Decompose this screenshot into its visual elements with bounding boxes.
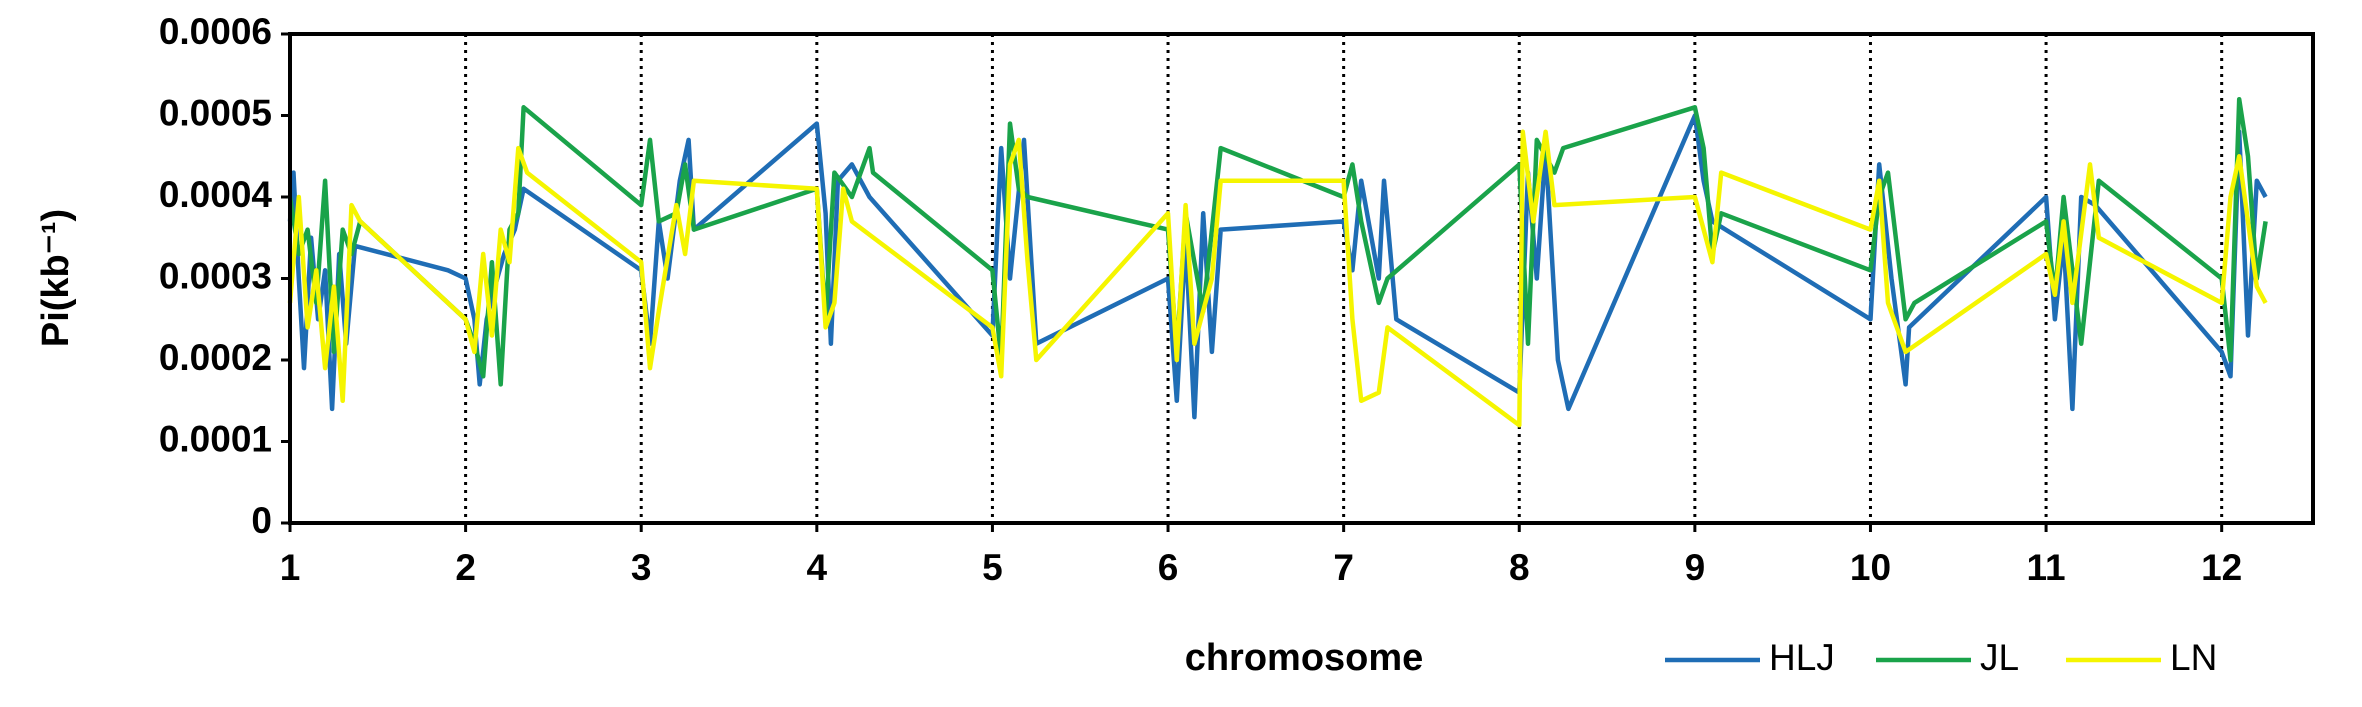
x-axis-title: chromosome: [1185, 637, 1424, 679]
y-tick-label: 0.0002: [159, 337, 272, 378]
y-axis-title: Pi(kb⁻¹): [35, 209, 77, 347]
y-tick-label: 0.0005: [159, 92, 272, 133]
y-tick-label: 0.0006: [159, 11, 272, 52]
series-line: [287, 113, 2268, 420]
series-line: [287, 96, 2268, 387]
legend-item: HLJ: [1665, 637, 1835, 678]
x-tick-label: 4: [807, 547, 828, 588]
x-tick-label: 5: [982, 547, 1003, 588]
plot-frame: [288, 32, 2315, 525]
x-tick-label: 8: [1509, 547, 1530, 588]
x-tick-label: 7: [1333, 547, 1354, 588]
y-tick-label: 0.0003: [159, 255, 272, 296]
legend-label: JL: [1980, 637, 2019, 678]
y-tick-label: 0.0004: [159, 174, 273, 215]
x-tick-label: 6: [1158, 547, 1179, 588]
x-tick-label: 3: [631, 547, 652, 588]
series-line: [287, 129, 2268, 428]
legend-item: LN: [2066, 637, 2217, 678]
x-tick-label: 9: [1685, 547, 1706, 588]
y-tick-label: 0: [251, 500, 272, 541]
x-tick-label: 12: [2201, 547, 2242, 588]
legend-label: HLJ: [1769, 637, 1835, 678]
legend-label: LN: [2170, 637, 2217, 678]
y-tick-label: 0.0001: [159, 418, 272, 459]
x-tick-label: 10: [1850, 547, 1891, 588]
legend-item: JL: [1876, 637, 2019, 678]
x-tick-label: 1: [280, 547, 301, 588]
x-tick-label: 11: [2027, 547, 2066, 588]
x-tick-label: 2: [455, 547, 476, 588]
